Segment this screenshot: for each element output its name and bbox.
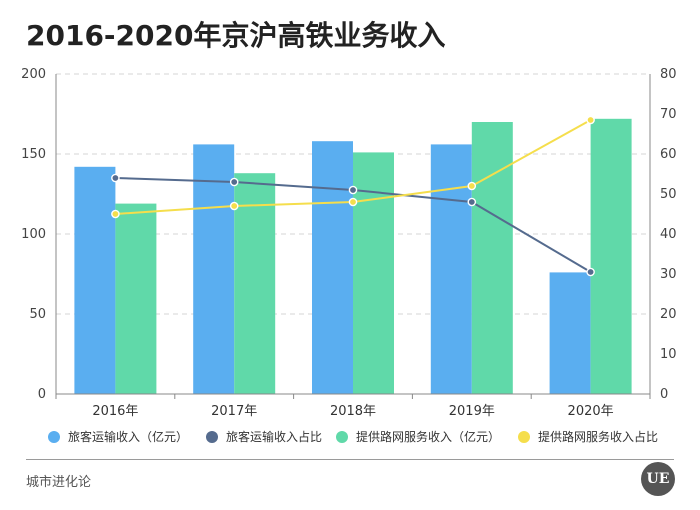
legend-item: 旅客运输收入占比 [206,428,322,445]
source-label: 城市进化论 [26,475,92,490]
line-network-share-point [229,201,239,211]
right-axis-tick-label: 50 [660,187,677,202]
legend-item: 旅客运输收入（亿元） [48,428,188,445]
legend-label: 旅客运输收入（亿元） [68,430,189,444]
legend-item: 提供路网服务收入占比 [518,428,658,445]
bar-network-revenue [353,152,394,394]
chart: 0 50 100 150 200 0 10 20 30 40 50 60 70 80 2016年 2017年 2… [21,67,677,419]
left-axis-tick-label: 150 [21,147,46,162]
legend-label: 提供路网服务收入（亿元） [356,430,501,444]
right-axis-tick-label: 80 [660,67,677,82]
legend-marker-icon [336,430,348,443]
chart-title: 2016-2020年京沪高铁业务收入 [26,19,446,52]
x-axis-tick-label: 2019年 [449,404,495,419]
bar-network-revenue [590,118,632,395]
divider [26,459,674,460]
left-axis-tick-label: 50 [29,307,46,322]
x-axis-tick-label: 2018年 [330,404,376,419]
line-network-share-point [348,197,358,207]
right-axis-tick-label: 60 [660,147,677,162]
left-axis-tick-label: 0 [38,387,46,402]
line-network-share-point [467,181,477,191]
x-axis-tick-label: 2016年 [92,404,138,419]
line-passenger-share-point [111,173,120,183]
bar-network-revenue [115,203,157,394]
bar-passenger-revenue [430,144,472,394]
legend-marker-icon [206,430,218,443]
line-passenger-share-point [586,267,595,277]
right-axis-tick-label: 10 [660,347,677,362]
legend-item: 提供路网服务收入（亿元） [336,428,500,445]
legend-marker-icon [48,430,60,443]
x-axis-tick-label: 2017年 [211,404,257,419]
right-axis-tick-label: 40 [660,227,677,242]
left-axis-tick-label: 200 [21,67,46,82]
right-axis-tick-label: 30 [660,267,677,282]
legend: 旅客运输收入（亿元） 旅客运输收入占比 提供路网服务收入（亿元） 提供路网服务收入占比 [48,428,688,450]
bar-passenger-revenue [74,166,116,394]
line-passenger-share-point [467,197,477,207]
bar-passenger-revenue [193,144,235,394]
line-passenger-share-point [229,177,239,187]
bar-network-revenue [471,122,513,394]
brand-logo: UE [641,462,675,496]
left-axis-tick-label: 100 [21,227,46,242]
legend-label: 提供路网服务收入占比 [538,430,659,444]
legend-marker-icon [518,430,530,443]
bar-network-revenue [234,173,276,394]
bar-passenger-revenue [549,272,591,394]
line-network-share-point [586,115,595,125]
x-axis-tick-label: 2020年 [568,404,614,419]
line-passenger-share-point [348,185,358,195]
legend-label: 旅客运输收入占比 [226,430,323,444]
bar-passenger-revenue [312,141,353,394]
right-axis-tick-label: 0 [660,387,668,402]
line-network-share-point [111,209,120,219]
right-axis-tick-label: 20 [660,307,677,322]
right-axis-tick-label: 70 [660,107,677,122]
